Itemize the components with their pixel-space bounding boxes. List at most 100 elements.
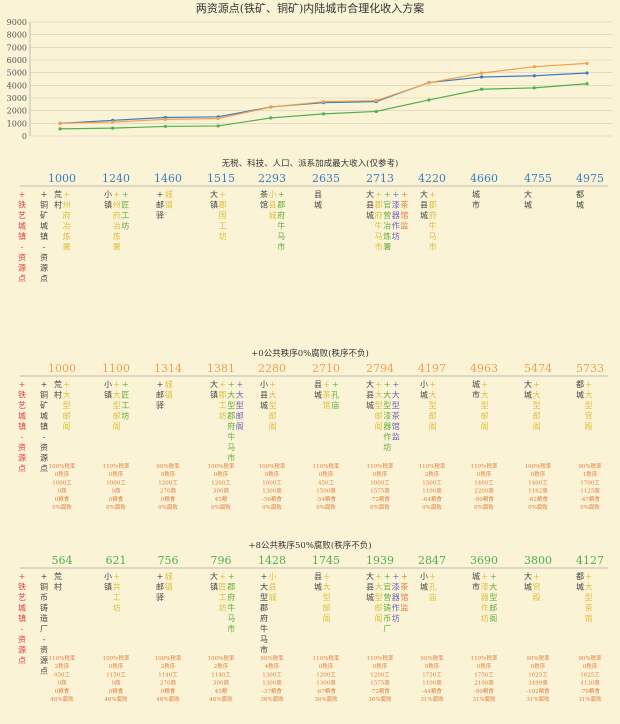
- building-label: +: [323, 380, 330, 389]
- note-text: 1300商: [262, 679, 282, 687]
- building-label: 邮: [63, 411, 71, 421]
- building-label: 共: [113, 583, 121, 592]
- building-label: 匠: [121, 391, 129, 400]
- building-label: +: [157, 572, 164, 581]
- building-label: 邮: [156, 390, 164, 400]
- note-text: 100%税率: [208, 462, 235, 470]
- building-label: 匠: [219, 583, 227, 592]
- section-value: 2713: [366, 172, 394, 185]
- building-label: +: [157, 190, 164, 199]
- building-label: 城: [524, 201, 532, 210]
- series-3-point: [163, 124, 167, 129]
- building-label: 府: [375, 210, 383, 220]
- note-text: 45粮: [215, 687, 228, 695]
- building-label: 大: [524, 571, 532, 581]
- building-label: 小: [269, 190, 277, 199]
- building-label: 阁: [323, 613, 331, 623]
- section-value: 3690: [470, 554, 498, 567]
- building-label: 大: [63, 390, 71, 400]
- building-label: 阁: [489, 613, 497, 623]
- building-label: 冶: [63, 221, 71, 231]
- series-3-point: [216, 124, 220, 128]
- building-label: 邮: [481, 411, 489, 421]
- building-label: 大: [392, 390, 400, 400]
- section-value: 5474: [524, 362, 552, 375]
- section-value: 5733: [576, 362, 604, 375]
- building-label: +: [219, 190, 226, 199]
- building-label: 市: [277, 242, 285, 252]
- note-text: 1400工: [528, 479, 548, 486]
- building-label: +: [490, 572, 497, 581]
- building-label: 城: [472, 572, 480, 581]
- section-value: 1428: [258, 554, 286, 567]
- building-label: +: [63, 380, 70, 389]
- building-label: 城: [165, 380, 173, 389]
- note-text: 1秩序: [583, 470, 598, 478]
- building-label: 大: [323, 582, 331, 592]
- building-label: 厂: [383, 625, 391, 634]
- note-text: 0粮食: [109, 687, 124, 695]
- building-label: 馆: [392, 421, 400, 431]
- building-label: 都: [576, 380, 584, 389]
- building-label: 大: [585, 390, 593, 400]
- legend-label: 城: [18, 412, 26, 421]
- building-label: 宫: [533, 582, 541, 592]
- note-text: 110%税率: [419, 462, 446, 470]
- series-3-point: [480, 87, 484, 91]
- building-label: 州: [113, 201, 121, 210]
- building-label: 茶: [323, 390, 331, 400]
- building-label: 宫: [585, 411, 593, 421]
- section-value: 1100: [102, 362, 130, 375]
- building-label: +: [533, 380, 540, 389]
- building-label: 坊: [392, 231, 400, 241]
- note-text: 90%税率: [526, 654, 550, 662]
- building-label: 镇: [104, 200, 112, 210]
- legend-label: +: [19, 190, 26, 199]
- building-label: +: [401, 572, 408, 581]
- building-label: 村: [54, 200, 62, 210]
- building-label: 镇: [165, 200, 173, 210]
- building-label: 大: [420, 189, 428, 199]
- building-label: 器: [392, 593, 400, 602]
- section-value: 564: [52, 554, 73, 567]
- note-text: -90粮食: [474, 687, 494, 695]
- building-label: 大: [210, 189, 218, 199]
- note-text: 0秩序: [319, 662, 334, 670]
- building-label: 驿: [156, 211, 164, 220]
- building-label: 市: [472, 390, 480, 400]
- building-label: 郡: [277, 200, 285, 210]
- building-label: 村: [54, 390, 62, 400]
- note-text: 1300商: [316, 679, 336, 687]
- note-text: 0秩序: [161, 470, 176, 478]
- building-label: 小: [420, 380, 428, 389]
- series-2-point: [427, 81, 431, 85]
- note-text: 0秩序: [531, 470, 546, 478]
- legend-label: 资: [18, 252, 26, 262]
- note-text: 2秩序: [161, 662, 176, 670]
- legend-label: +: [19, 380, 26, 389]
- legend-label: 铁: [18, 582, 26, 592]
- building-label: 庙: [331, 400, 339, 410]
- building-label: 牛: [429, 221, 437, 231]
- building-label: 坊: [121, 221, 129, 231]
- note-text: 0商: [112, 679, 121, 687]
- building-label: 工: [121, 401, 129, 410]
- series-line-3: [59, 83, 588, 130]
- series-2-point: [216, 116, 220, 121]
- building-label: 郡: [219, 390, 227, 400]
- series-2-point: [585, 61, 589, 65]
- note-text: 90%税率: [420, 654, 444, 662]
- building-label: 市: [429, 242, 437, 252]
- building-label: 炼: [383, 231, 391, 241]
- building-label: 市: [260, 645, 268, 655]
- building-label: +: [219, 380, 226, 389]
- section-value: 3800: [524, 554, 552, 567]
- note-text: -90粮食: [474, 495, 494, 503]
- building-label: 大: [113, 390, 121, 400]
- building-label: 茶: [400, 582, 408, 592]
- building-label: 邮: [156, 200, 164, 210]
- legend-label: 厂: [40, 625, 48, 634]
- building-label: 阁: [113, 421, 121, 431]
- building-label: 牛: [227, 603, 235, 613]
